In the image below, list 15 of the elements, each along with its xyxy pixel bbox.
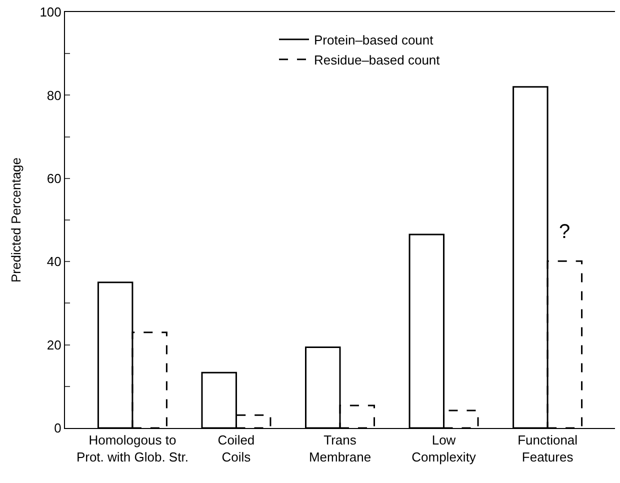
y-tick-label: 100: [40, 4, 62, 20]
annotation: ?: [559, 221, 570, 243]
x-tick-label: Homologous to Prot. with Glob. Str.: [76, 432, 188, 464]
x-tick-label: Functional Features: [518, 432, 578, 464]
legend-label: Residue–based count: [314, 52, 440, 68]
x-tick-label: Coiled Coils: [218, 432, 255, 464]
y-tick-label: 60: [46, 170, 62, 186]
y-tick-label: 40: [46, 254, 62, 270]
legend-label: Protein–based count: [314, 32, 434, 48]
y-axis-title: Predicted Percentage: [8, 157, 24, 283]
y-tick-label: 20: [46, 337, 62, 352]
y-tick-label: 80: [46, 88, 62, 103]
x-tick-label: Low Complexity: [412, 432, 476, 464]
y-tick-label: 0: [54, 420, 62, 436]
x-tick-label: Trans Membrane: [308, 432, 372, 464]
